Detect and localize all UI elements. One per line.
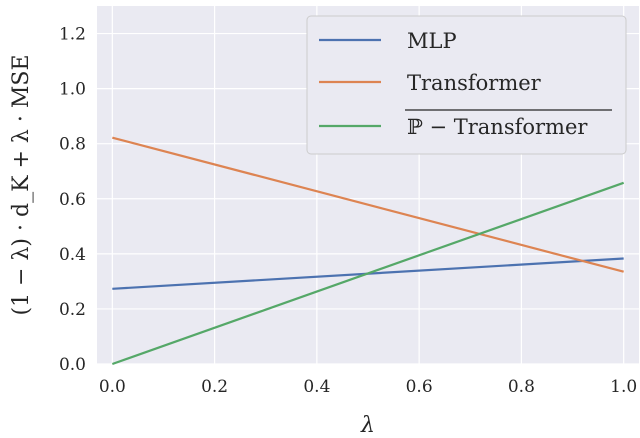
y-tick-label: 0.2 <box>59 300 86 320</box>
x-tick-labels: 0.0 0.2 0.4 0.6 0.8 1.0 <box>99 377 637 397</box>
x-tick-label: 0.0 <box>99 377 126 397</box>
legend-label-p-transformer: ℙ − Transformer <box>407 115 588 139</box>
y-axis-label: (1 − λ) · d_K + λ · MSE <box>9 54 34 315</box>
y-tick-labels: 0.0 0.2 0.4 0.6 0.8 1.0 1.2 <box>59 25 86 375</box>
x-tick-label: 0.4 <box>303 377 330 397</box>
series-lines <box>111 136 625 366</box>
x-tick-label: 0.8 <box>508 377 535 397</box>
legend-box <box>306 15 627 155</box>
series-line-1 <box>112 136 624 273</box>
y-tick-label: 0.0 <box>59 355 86 375</box>
x-axis-label: λ <box>360 413 375 438</box>
y-tick-label: 0.6 <box>59 190 86 210</box>
y-tick-label: 1.0 <box>59 80 86 100</box>
y-tick-label: 0.4 <box>59 245 86 265</box>
series-line-2 <box>111 181 625 366</box>
x-tick-label: 0.6 <box>406 377 433 397</box>
x-tick-label: 1.0 <box>610 377 637 397</box>
legend-label-mlp: MLP <box>407 29 457 53</box>
y-tick-label: 0.8 <box>59 135 86 155</box>
y-tick-label: 1.2 <box>59 25 86 45</box>
legend-label-transformer: Transformer <box>407 71 542 95</box>
legend: MLP Transformer ℙ − Transformer <box>306 15 627 155</box>
x-tick-label: 0.2 <box>201 377 228 397</box>
